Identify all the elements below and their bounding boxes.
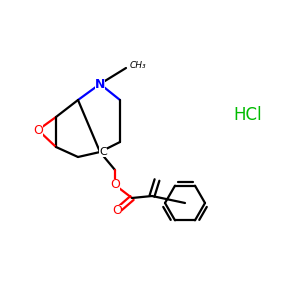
Text: O: O bbox=[33, 124, 43, 136]
Text: HCl: HCl bbox=[234, 106, 262, 124]
Text: O: O bbox=[110, 178, 120, 191]
Text: O: O bbox=[112, 205, 122, 218]
Text: C: C bbox=[99, 147, 107, 157]
Text: N: N bbox=[95, 77, 105, 91]
Text: CH₃: CH₃ bbox=[130, 61, 147, 70]
